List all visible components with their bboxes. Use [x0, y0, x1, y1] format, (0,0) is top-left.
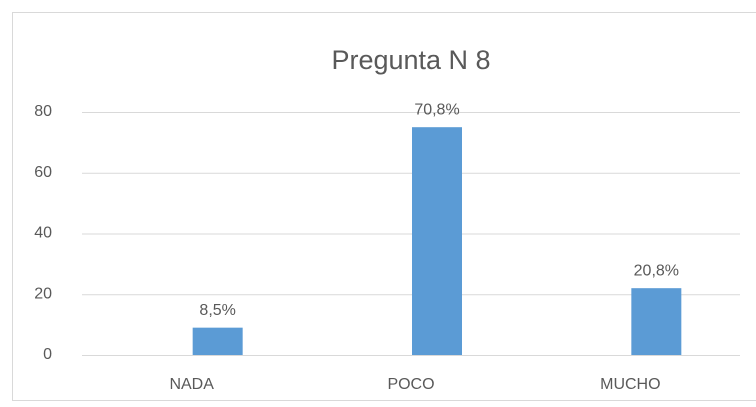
x-tick-label: NADA [169, 376, 214, 393]
x-tick-label: POCO [387, 376, 434, 393]
bar [192, 327, 243, 355]
y-tick-label: 80 [34, 103, 52, 120]
data-label: 70,8% [414, 101, 459, 118]
y-tick-label: 60 [34, 164, 52, 181]
y-tick-label: 0 [43, 346, 52, 363]
bar [412, 127, 462, 355]
bar [631, 288, 682, 355]
y-tick-label: 20 [34, 285, 52, 302]
data-label: 8,5% [199, 302, 235, 319]
y-tick-label: 40 [34, 225, 52, 242]
chart-title: Pregunta N 8 [331, 45, 490, 75]
x-tick-label: MUCHO [600, 376, 660, 393]
data-label: 20,8% [634, 262, 679, 279]
